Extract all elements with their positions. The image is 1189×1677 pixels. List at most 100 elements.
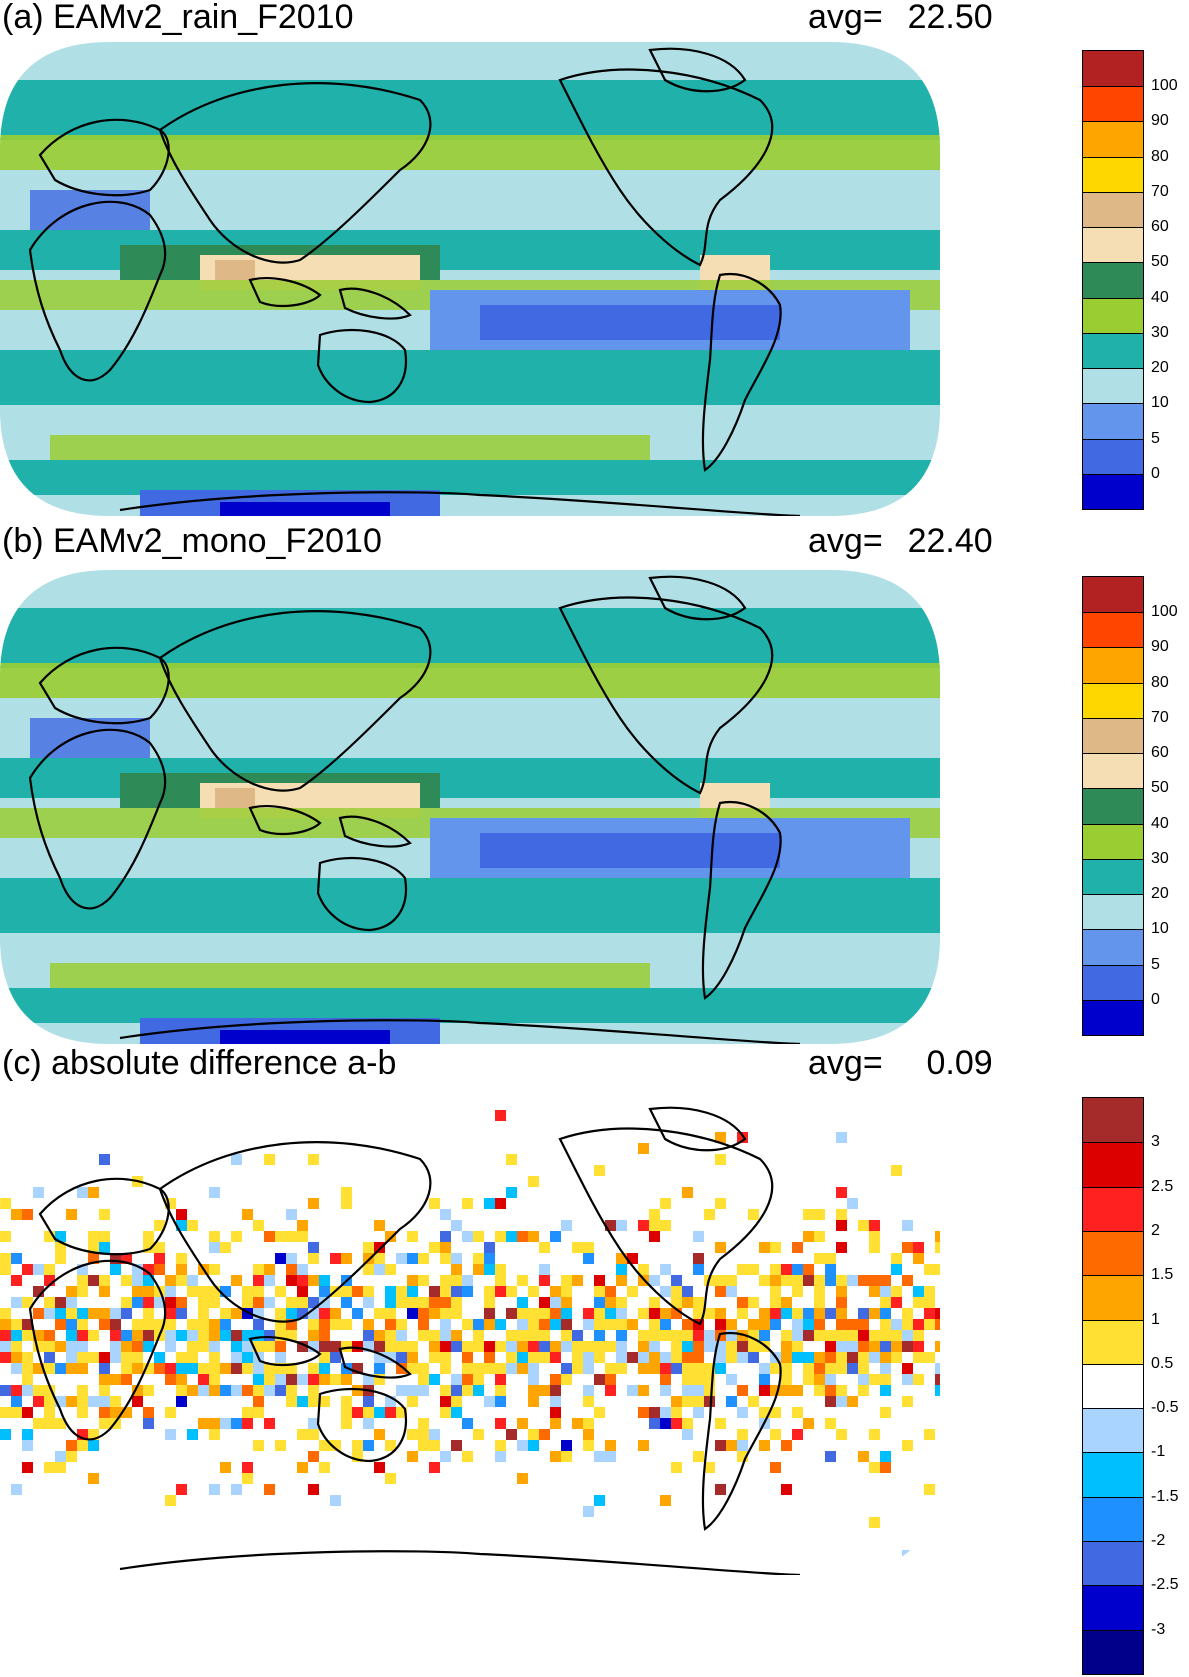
- difference-cell: [506, 1286, 517, 1297]
- difference-cell: [759, 1275, 770, 1286]
- difference-cell: [649, 1319, 660, 1330]
- difference-cell: [176, 1352, 187, 1363]
- difference-cell: [231, 1308, 242, 1319]
- difference-cell: [451, 1286, 462, 1297]
- difference-cell: [495, 1231, 506, 1242]
- difference-cell: [88, 1440, 99, 1451]
- difference-cell: [297, 1462, 308, 1473]
- difference-cell: [737, 1451, 748, 1462]
- difference-cell: [88, 1242, 99, 1253]
- difference-cell: [275, 1352, 286, 1363]
- difference-cell: [693, 1407, 704, 1418]
- difference-cell: [55, 1451, 66, 1462]
- difference-cell: [528, 1341, 539, 1352]
- difference-cell: [836, 1429, 847, 1440]
- difference-cell: [143, 1418, 154, 1429]
- difference-cell: [187, 1341, 198, 1352]
- colorbar-swatch: [1083, 753, 1143, 789]
- difference-cell: [495, 1374, 506, 1385]
- difference-cell: [880, 1451, 891, 1462]
- difference-cell: [242, 1473, 253, 1484]
- difference-cell: [935, 1264, 940, 1275]
- difference-cell: [297, 1264, 308, 1275]
- difference-cell: [605, 1451, 616, 1462]
- difference-cell: [132, 1385, 143, 1396]
- difference-cell: [209, 1385, 220, 1396]
- difference-cell: [880, 1297, 891, 1308]
- difference-cell: [176, 1220, 187, 1231]
- difference-cell: [539, 1341, 550, 1352]
- difference-cell: [627, 1385, 638, 1396]
- difference-cell: [858, 1341, 869, 1352]
- difference-cell: [583, 1253, 594, 1264]
- difference-cell: [44, 1418, 55, 1429]
- difference-cell: [429, 1308, 440, 1319]
- difference-cell: [297, 1341, 308, 1352]
- difference-cell: [671, 1308, 682, 1319]
- difference-cell: [352, 1407, 363, 1418]
- difference-cell: [418, 1253, 429, 1264]
- difference-cell: [165, 1297, 176, 1308]
- difference-cell: [209, 1363, 220, 1374]
- difference-cell: [473, 1253, 484, 1264]
- difference-cell: [484, 1242, 495, 1253]
- difference-cell: [902, 1242, 913, 1253]
- difference-cell: [902, 1275, 913, 1286]
- difference-cell: [253, 1330, 264, 1341]
- difference-cell: [517, 1363, 528, 1374]
- difference-cell: [22, 1319, 33, 1330]
- difference-cell: [616, 1308, 627, 1319]
- difference-cell: [308, 1418, 319, 1429]
- colorbar-tick-label: 40: [1151, 814, 1169, 832]
- difference-cell: [770, 1407, 781, 1418]
- colorbar-tick-label: -2: [1151, 1532, 1166, 1550]
- difference-cell: [99, 1242, 110, 1253]
- difference-cell: [418, 1385, 429, 1396]
- difference-cell: [803, 1264, 814, 1275]
- difference-cell: [275, 1385, 286, 1396]
- difference-cell: [517, 1319, 528, 1330]
- difference-cell: [594, 1165, 605, 1176]
- difference-cell: [550, 1451, 561, 1462]
- difference-cell: [594, 1341, 605, 1352]
- difference-cell: [825, 1363, 836, 1374]
- difference-cell: [407, 1352, 418, 1363]
- difference-cell: [297, 1231, 308, 1242]
- difference-cell: [869, 1341, 880, 1352]
- difference-cell: [209, 1352, 220, 1363]
- difference-cell: [319, 1462, 330, 1473]
- difference-cell: [836, 1396, 847, 1407]
- difference-cell: [880, 1462, 891, 1473]
- colorbar-swatch: [1083, 612, 1143, 648]
- difference-cell: [539, 1352, 550, 1363]
- difference-cell: [605, 1286, 616, 1297]
- difference-cell: [935, 1308, 940, 1319]
- difference-cell: [88, 1275, 99, 1286]
- difference-cell: [814, 1374, 825, 1385]
- difference-cell: [99, 1308, 110, 1319]
- panel-c-avg: avg= 0.09: [808, 1044, 993, 1083]
- difference-cell: [440, 1363, 451, 1374]
- difference-cell: [792, 1319, 803, 1330]
- difference-cell: [99, 1407, 110, 1418]
- colorbar-swatch: [1083, 438, 1143, 474]
- difference-cell: [363, 1374, 374, 1385]
- difference-cell: [726, 1330, 737, 1341]
- panel-a: (a) EAMv2_rain_F2010 avg= 22.50 100 90 80 70…: [0, 0, 1189, 520]
- difference-cell: [209, 1374, 220, 1385]
- difference-cell: [550, 1396, 561, 1407]
- difference-cell: [517, 1473, 528, 1484]
- difference-cell: [286, 1231, 297, 1242]
- difference-cell: [275, 1440, 286, 1451]
- difference-cell: [682, 1418, 693, 1429]
- difference-cell: [110, 1319, 121, 1330]
- difference-cell: [264, 1154, 275, 1165]
- difference-cell: [770, 1275, 781, 1286]
- difference-cell: [77, 1330, 88, 1341]
- difference-cell: [154, 1253, 165, 1264]
- difference-cell: [814, 1352, 825, 1363]
- difference-cell: [814, 1286, 825, 1297]
- difference-cell: [165, 1308, 176, 1319]
- difference-cell: [748, 1352, 759, 1363]
- difference-cell: [253, 1264, 264, 1275]
